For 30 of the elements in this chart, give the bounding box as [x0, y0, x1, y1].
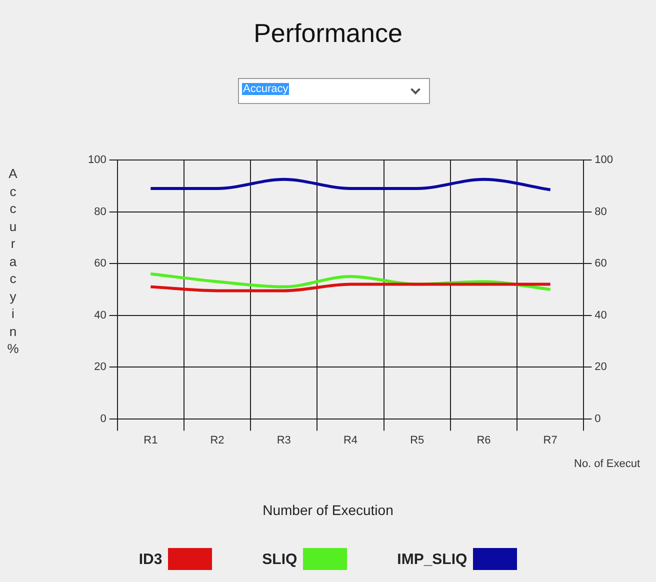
- x-axis-title: Number of Execution: [262, 502, 394, 518]
- legend-item: ID3: [138, 548, 212, 570]
- y-tick-label: 0: [100, 412, 106, 425]
- legend-label: ID3: [138, 550, 162, 568]
- text: Accuracy in %: [7, 166, 19, 356]
- x-tick-label: R3: [276, 434, 291, 446]
- legend-item: IMP_SLIQ: [397, 548, 518, 570]
- y2-tick-label: 80: [594, 206, 607, 218]
- x-tick-label: R2: [210, 434, 224, 446]
- text: No. of Execut: [574, 458, 640, 470]
- legend-label: IMP_SLIQ: [397, 550, 468, 568]
- x-tick-label: R1: [144, 434, 158, 446]
- x-tick-label: R4: [343, 434, 358, 446]
- y2-tick-label: 0: [594, 412, 601, 425]
- dropdown-field: Accuracy: [238, 78, 430, 104]
- y-tick-label: 100: [88, 154, 106, 166]
- y2-tick-label: 100: [594, 154, 614, 166]
- chart-title: Performance: [252, 18, 404, 49]
- y-tick-label: 40: [94, 309, 106, 322]
- legend-item: SLIQ: [262, 548, 348, 570]
- y-tick-label: 20: [94, 361, 106, 374]
- y2-tick-label: 60: [594, 258, 607, 270]
- x-tick-label: R6: [476, 434, 491, 446]
- x-tick-label: R7: [543, 434, 558, 446]
- y2-tick-label: 20: [594, 361, 607, 374]
- y-tick-label: 60: [94, 258, 106, 270]
- x-tick-label: R5: [410, 434, 424, 446]
- legend-label: SLIQ: [262, 550, 298, 568]
- y2-tick-label: 40: [594, 309, 607, 322]
- y-tick-label: 80: [94, 206, 106, 218]
